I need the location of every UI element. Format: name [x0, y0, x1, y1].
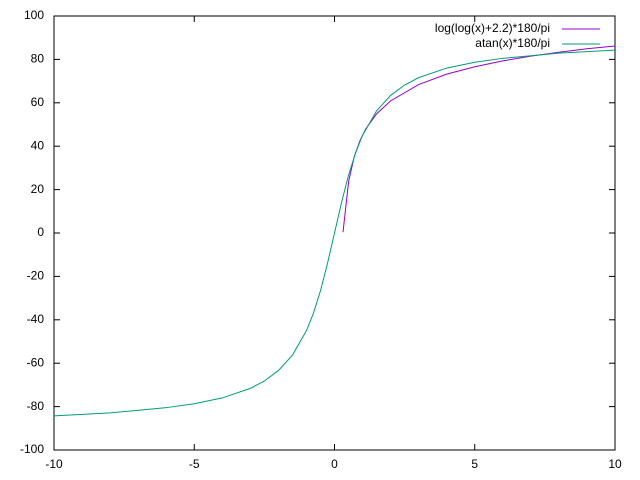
- y-tick-label: 20: [31, 182, 45, 196]
- y-tick-label: -20: [27, 269, 45, 283]
- y-tick-label: 0: [37, 225, 44, 239]
- x-tick-label: 10: [608, 457, 622, 471]
- legend-label: log(log(x)+2.2)*180/pi: [435, 21, 550, 35]
- y-tick-label: -60: [27, 355, 45, 369]
- x-tick-label: -5: [189, 457, 200, 471]
- y-tick-label: 60: [31, 95, 45, 109]
- y-tick-label: -100: [20, 442, 44, 456]
- x-tick-label: 0: [331, 457, 338, 471]
- y-tick-label: 80: [31, 52, 45, 66]
- x-tick-label: -10: [45, 457, 63, 471]
- y-tick-label: 100: [24, 8, 44, 22]
- y-tick-label: -40: [27, 312, 45, 326]
- x-tick-label: 5: [471, 457, 478, 471]
- legend-label: atan(x)*180/pi: [475, 36, 550, 50]
- y-tick-label: -80: [27, 399, 45, 413]
- series-line: [53, 49, 616, 417]
- y-tick-label: 40: [31, 138, 45, 152]
